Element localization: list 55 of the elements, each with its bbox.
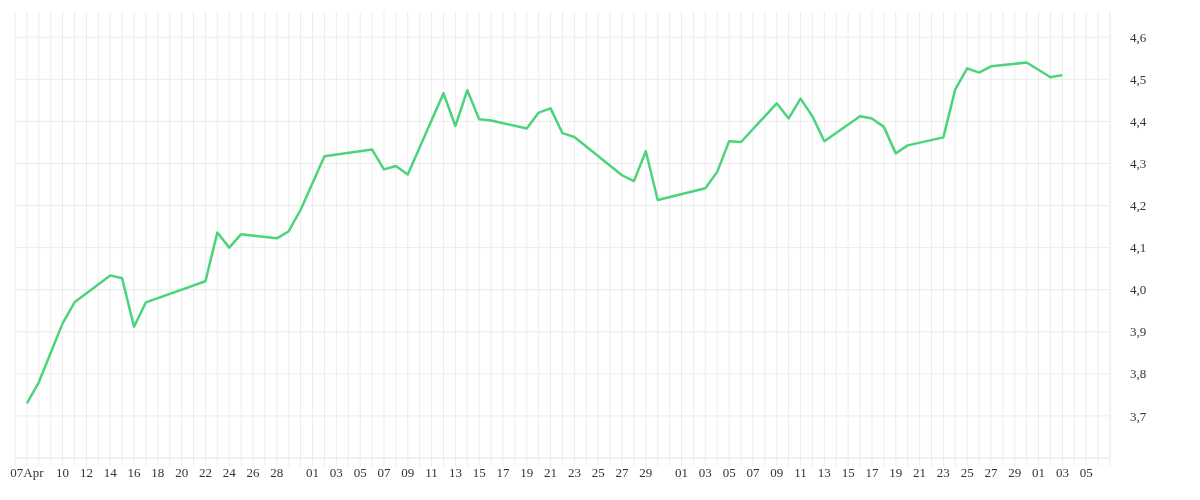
x-tick-label: 29 — [639, 465, 653, 481]
x-tick-label: 25 — [591, 465, 605, 481]
x-tick-label: 09 — [770, 465, 784, 481]
x-tick-label: 17 — [496, 465, 510, 481]
x-tick-label: 03 — [329, 465, 343, 481]
x-tick-label: 09 — [401, 465, 415, 481]
y-tick-label: 4,6 — [1130, 29, 1147, 45]
y-tick-label: 4,1 — [1130, 240, 1147, 256]
x-tick-label: 27 — [984, 465, 998, 481]
x-tick-label: 07 — [377, 465, 391, 481]
x-tick-label: 21 — [544, 465, 558, 481]
x-tick-label: 05 — [353, 465, 367, 481]
x-tick-label: 15 — [841, 465, 855, 481]
x-tick-label: 16 — [127, 465, 142, 481]
x-tick-label: 01 — [306, 465, 320, 481]
x-tick-label: 19 — [520, 465, 534, 481]
y-tick-label: 4,0 — [1130, 282, 1147, 298]
y-tick-label: 3,8 — [1130, 366, 1147, 382]
y-tick-label: 3,7 — [1130, 408, 1147, 424]
x-tick-label: 17 — [865, 465, 879, 481]
x-tick-label: 13 — [448, 465, 462, 481]
x-tick-label: 23 — [936, 465, 950, 481]
y-tick-label: 3,9 — [1130, 324, 1147, 340]
x-tick-label: 13 — [817, 465, 831, 481]
x-tick-label: 07 — [746, 465, 760, 481]
x-tick-label: 14 — [103, 465, 118, 481]
x-tick-label: 21 — [913, 465, 927, 481]
line-series — [25, 61, 1064, 405]
x-tick-label: 23 — [567, 465, 581, 481]
y-tick-label: 4,4 — [1130, 114, 1147, 130]
x-tick-label: 22 — [198, 465, 212, 481]
x-tick-label: 25 — [960, 465, 974, 481]
x-tick-label: 11 — [425, 465, 438, 481]
x-tick-label: 18 — [151, 465, 165, 481]
x-tick-label: 07Apr — [10, 465, 45, 481]
x-tick-label: 01 — [1032, 465, 1046, 481]
x-tick-label: 05 — [1079, 465, 1093, 481]
x-tick-label: 01 — [675, 465, 689, 481]
x-tick-label: 03 — [698, 465, 712, 481]
x-tick-label: 11 — [794, 465, 807, 481]
x-tick-label: 29 — [1008, 465, 1022, 481]
x-tick-label: 15 — [472, 465, 486, 481]
x-tick-label: 20 — [175, 465, 189, 481]
x-tick-label: 12 — [79, 465, 93, 481]
x-tick-label: 27 — [615, 465, 630, 481]
x-tick-label: 05 — [722, 465, 736, 481]
x-tick-label: 28 — [270, 465, 284, 481]
y-tick-label: 4,5 — [1130, 71, 1147, 87]
x-tick-label: 10 — [56, 465, 70, 481]
y-tick-label: 4,3 — [1130, 156, 1147, 172]
x-tick-label: 26 — [246, 465, 261, 481]
y-tick-label: 4,2 — [1130, 198, 1147, 214]
x-tick-label: 19 — [889, 465, 903, 481]
x-tick-label: 24 — [222, 465, 237, 481]
x-tick-label: 03 — [1055, 465, 1069, 481]
